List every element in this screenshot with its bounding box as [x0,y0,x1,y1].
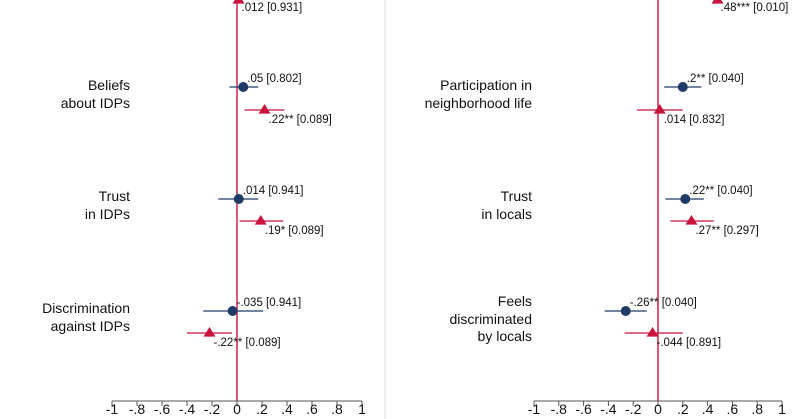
right-group-label: Participation in [440,77,532,93]
right-estimate-data-label: -.044 [0.891] [657,337,722,349]
left-x-tick-label: -.6 [154,401,171,417]
right-x-tick-label: .4 [702,401,714,417]
right-x-tick-label: -.6 [575,401,592,417]
left-x-tick-label: .6 [306,401,318,417]
right-group-label: by locals [478,328,532,344]
right-estimate-triangle [646,327,659,337]
left-x-tick-label: -.4 [179,401,196,417]
right-estimate-data-label: .48*** [0.010] [721,2,789,14]
right-x-tick-label: -.2 [625,401,642,417]
right-estimate-point [620,306,631,316]
right-x-tick-label: 0 [654,401,662,417]
right-estimate-data-label: .014 [0.832] [664,114,725,126]
left-estimate-triangle [258,104,271,114]
right-x-tick-label: .2 [677,401,689,417]
right-x-tick-label: 1 [778,401,786,417]
right-x-tick-label: .6 [727,401,739,417]
left-estimate-data-label: -.22** [0.089] [214,337,281,349]
left-estimate-data-label: .05 [0.802] [247,73,301,85]
right-x-tick-label: -.4 [600,401,617,417]
left-estimate-point [227,306,238,316]
left-estimate-data-label: -.035 [0.941] [237,297,302,309]
right-group-label: discriminated [450,311,532,327]
right-group-label: neighborhood life [425,95,533,111]
right-estimate-point [677,82,688,92]
left-group-label: against IDPs [51,318,130,334]
right-estimate-data-label: .22** [0.040] [689,185,752,197]
right-estimate-data-label: .27** [0.297] [695,225,758,237]
right-group-label: Trust [501,188,532,204]
left-x-tick-label: .2 [256,401,268,417]
left-x-tick-label: 1 [358,401,366,417]
right-estimate-data-label: .2** [0.040] [687,73,744,85]
right-estimate-point [680,194,691,204]
right-estimate-triangle [711,0,724,4]
left-x-tick-label: -1 [106,401,119,417]
left-estimate-data-label: .014 [0.941] [243,185,304,197]
left-group-label: Discrimination [42,300,130,316]
right-group-label: in locals [481,206,532,222]
right-x-tick-label: .8 [751,401,763,417]
left-estimate-point [238,82,249,92]
left-estimate-data-label: .012 [0.931] [242,2,303,14]
left-x-tick-label: .4 [281,401,293,417]
right-estimate-triangle [685,215,698,225]
right-group-label: Feels [498,293,532,309]
right-estimate-triangle [653,104,666,114]
left-x-tick-label: -.8 [129,401,146,417]
left-group-label: in IDPs [85,206,130,222]
right-x-tick-label: -1 [528,401,541,417]
left-estimate-triangle [203,327,216,337]
left-group-label: Beliefs [88,77,130,93]
left-x-tick-label: .8 [331,401,343,417]
left-estimate-triangle [254,215,267,225]
left-x-tick-label: -.2 [204,401,221,417]
right-x-tick-label: -.8 [551,401,568,417]
left-estimate-data-label: .22** [0.089] [269,114,332,126]
left-x-tick-label: 0 [233,401,241,417]
left-estimate-triangle [232,0,245,4]
left-group-label: about IDPs [61,95,130,111]
right-estimate-data-label: -.26** [0.040] [630,297,697,309]
left-group-label: Trust [99,188,130,204]
left-estimate-data-label: .19* [0.089] [265,225,324,237]
left-estimate-point [233,194,244,204]
